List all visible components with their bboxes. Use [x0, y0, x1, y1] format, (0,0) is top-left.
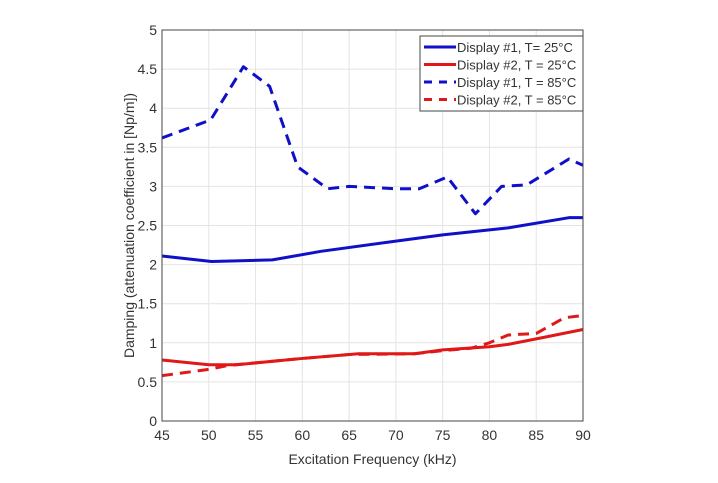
legend: Display #1, T= 25°C Display #2, T = 25°C D…: [419, 35, 584, 112]
x-axis-label: Excitation Frequency (kHz): [288, 451, 456, 467]
y-tick-label: 1.5: [138, 296, 158, 312]
x-tick-label: 65: [341, 427, 357, 443]
y-tick-label: 4.5: [138, 61, 158, 77]
x-tick-label: 80: [482, 427, 498, 443]
x-tick-label: 85: [528, 427, 544, 443]
y-tick-label: 5: [149, 22, 157, 38]
y-tick-label: 4: [149, 100, 157, 116]
series-lines: [161, 65, 584, 378]
x-tick-label: 90: [575, 427, 591, 443]
x-tick-label: 45: [154, 427, 170, 443]
x-tick-label: 55: [248, 427, 264, 443]
y-tick-label: 1: [149, 335, 157, 351]
y-tick-label: 2.5: [138, 218, 158, 234]
tick-labels: 45 50 55 60 65 70 75 80 85 90 0 0.5 1 1.5 2 2.5 3 3.5 4 4.5…: [138, 22, 591, 443]
axes-frame: [161, 29, 584, 422]
y-axis-label: Damping (attenuation coefficient in [Np/…: [121, 93, 137, 358]
x-tick-label: 50: [201, 427, 217, 443]
series-line: [161, 313, 584, 378]
legend-label: Display #2, T = 85°C: [457, 93, 576, 108]
x-tick-label: 75: [435, 427, 451, 443]
series-line: [161, 65, 584, 216]
legend-label: Display #2, T = 25°C: [457, 58, 576, 73]
x-tick-label: 70: [388, 427, 404, 443]
y-tick-label: 0.5: [138, 374, 158, 390]
legend-label: Display #1, T= 25°C: [457, 40, 573, 55]
series-line: [161, 216, 583, 263]
y-tick-label: 2: [149, 257, 157, 273]
y-tick-label: 0: [149, 413, 157, 429]
legend-label: Display #1, T = 85°C: [457, 75, 576, 90]
y-tick-label: 3.5: [138, 139, 158, 155]
y-tick-label: 3: [149, 178, 157, 194]
x-tick-label: 60: [295, 427, 311, 443]
